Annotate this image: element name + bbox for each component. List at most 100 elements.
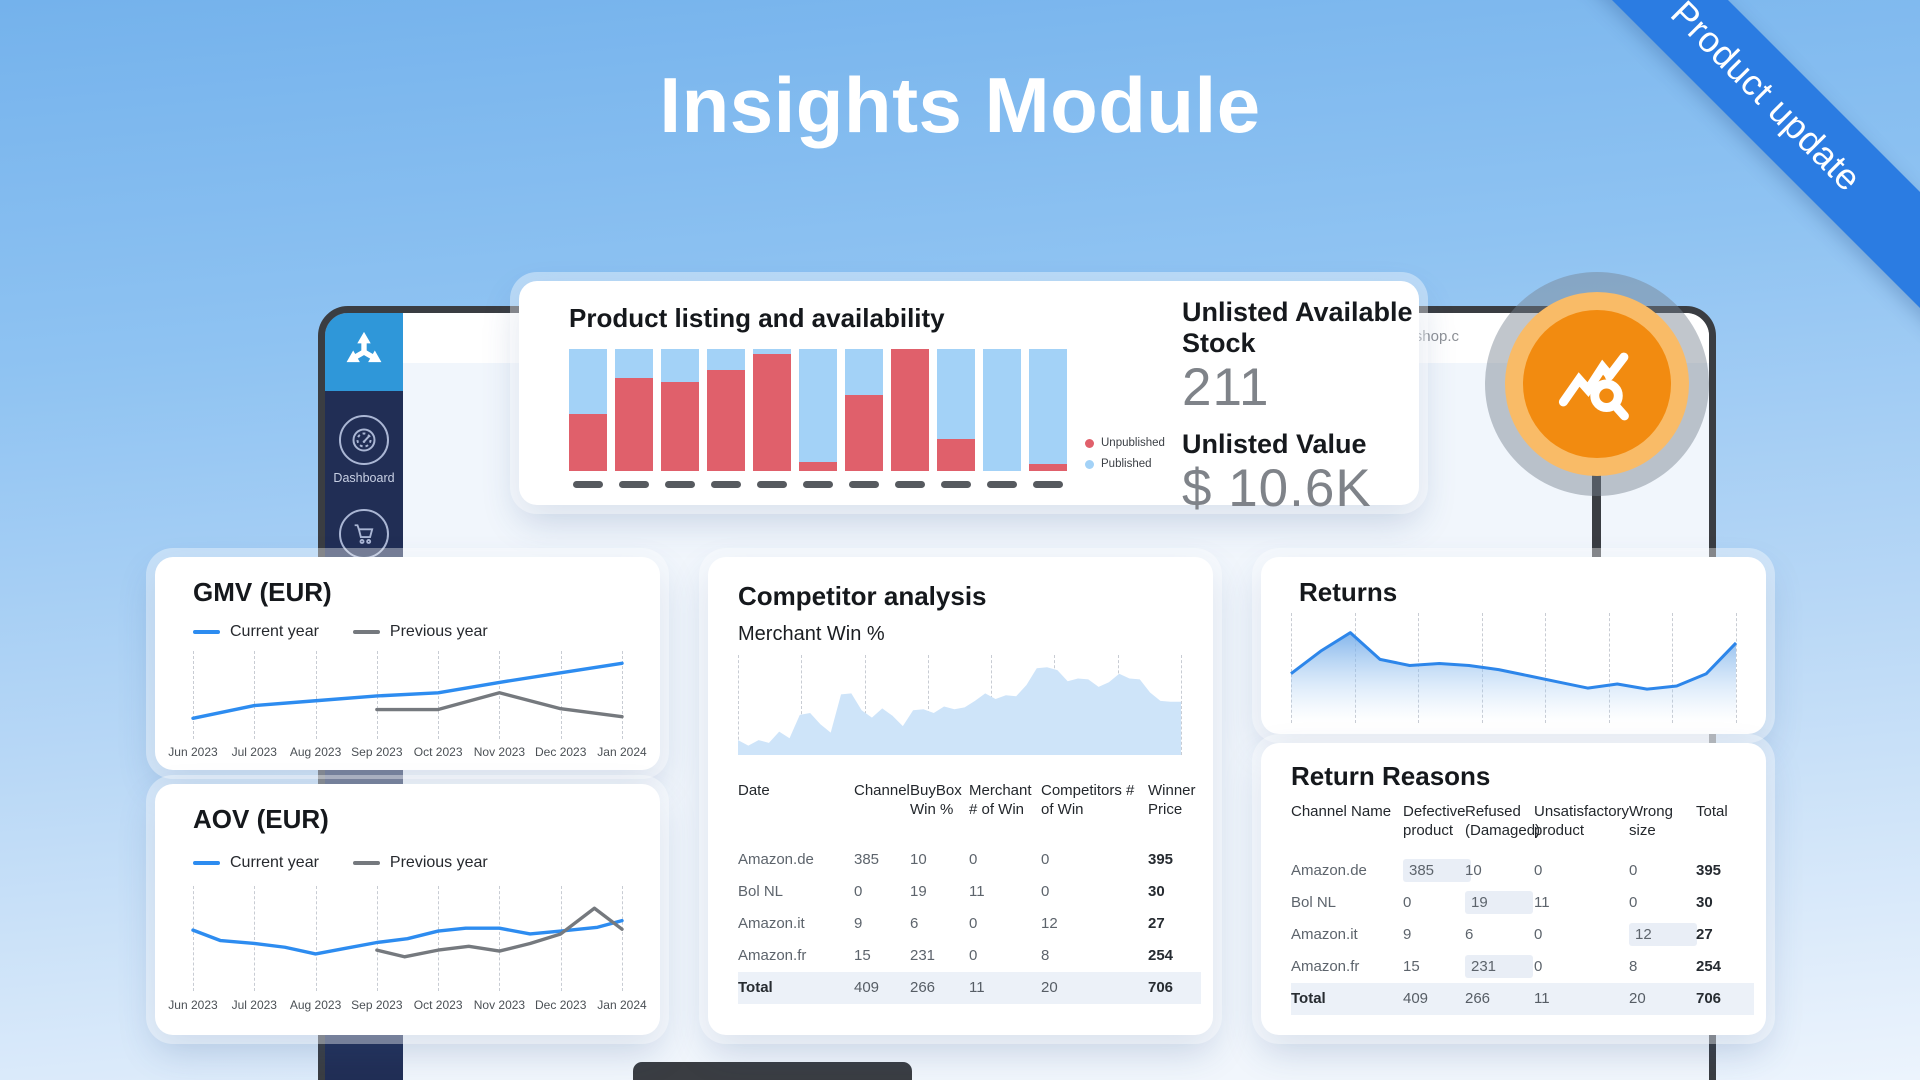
x-axis-label: Aug 2023	[289, 998, 342, 1012]
published-segment	[615, 349, 653, 379]
unpublished-segment	[891, 349, 929, 471]
column-header: Unsatisfactory product	[1534, 803, 1630, 839]
browser-frame-bottom-edge	[633, 1062, 912, 1080]
insights-badge	[1485, 272, 1709, 496]
stacked-bar	[983, 349, 1021, 488]
gridline	[1736, 613, 1737, 723]
gridline	[1672, 613, 1674, 723]
gridline	[438, 886, 440, 991]
unpublished-segment	[569, 413, 607, 471]
unpublished-segment	[661, 381, 699, 471]
bar-segments	[661, 349, 699, 471]
row-label: Bol NL	[1291, 894, 1337, 911]
total-value: 409	[1403, 982, 1465, 1015]
gridline	[376, 886, 378, 991]
gridline	[254, 651, 256, 739]
triangle-arrows-logo-icon	[346, 331, 382, 363]
legend-item: Unpublished	[1085, 437, 1165, 449]
gridline	[254, 886, 256, 991]
competitor-table: Date Channel BuyBox Win % Merchant # of Win…	[738, 782, 1201, 1004]
stacked-bar	[845, 349, 883, 488]
table-row: Amazon.it 9 6 0 12 27	[1291, 919, 1754, 951]
speedometer-icon	[339, 415, 389, 465]
legend-item: Published	[1085, 458, 1165, 470]
cell-value: 9	[854, 915, 863, 932]
x-axis-label: Nov 2023	[473, 998, 526, 1012]
x-axis-placeholder-dash	[573, 481, 603, 488]
x-axis-placeholder-dash	[849, 481, 879, 488]
legend-line-swatch	[193, 630, 220, 634]
line-series-previous-year	[377, 693, 622, 717]
cell-value: 0	[969, 851, 978, 868]
x-axis-placeholder-dash	[711, 481, 741, 488]
cell-value: 6	[1465, 926, 1474, 943]
chart-legend: Unpublished Published	[1085, 437, 1165, 479]
table-row: Amazon.de 385 10 0 0 395	[1291, 855, 1754, 887]
table-header-row: Channel Name Defective product Refused (Da…	[1291, 803, 1754, 855]
editable-cell[interactable]: 231	[1465, 955, 1533, 978]
cell-value: 385	[854, 851, 880, 868]
editable-cell[interactable]: 12	[1629, 923, 1697, 946]
row-label: Amazon.fr	[1291, 958, 1360, 975]
sidebar-item-dashboard[interactable]: Dashboard	[325, 415, 403, 485]
bar-segments	[891, 349, 929, 471]
cell-value: 30	[1148, 883, 1165, 900]
cell-value: 10	[1465, 862, 1482, 879]
cell-value: 12	[1041, 915, 1058, 932]
card-title: Product listing and availability	[569, 303, 945, 333]
card-title: Returns	[1299, 577, 1398, 607]
page-title: Insights Module	[659, 61, 1261, 149]
stacked-bar	[569, 349, 607, 488]
cell-value: 11	[1534, 894, 1550, 911]
chart-legend: Current year Previous year	[193, 623, 488, 641]
badge-core	[1523, 310, 1671, 458]
returns-area-chart	[1291, 613, 1737, 723]
x-axis-placeholder-dash	[665, 481, 695, 488]
legend-label: Current year	[230, 623, 319, 640]
x-axis-labels: Jun 2023 Jul 2023 Aug 2023 Sep 2023 Oct 2023…	[168, 745, 646, 761]
published-segment	[983, 349, 1021, 471]
stat-value: 211	[1182, 358, 1270, 417]
total-label: Total	[1291, 982, 1403, 1015]
table-total-row: Total 409 266 11 20 706	[1291, 982, 1754, 1015]
chart-legend: Current year Previous year	[193, 854, 488, 872]
cell-value: 0	[1041, 883, 1050, 900]
cell-value: 254	[1148, 947, 1174, 964]
cell-value: 0	[969, 947, 978, 964]
legend-label: Current year	[230, 854, 319, 871]
legend-label: Unpublished	[1101, 437, 1165, 449]
editable-cell[interactable]: 385	[1403, 859, 1471, 882]
unpublished-segment	[845, 395, 883, 471]
table-row: Amazon.fr 15 231 0 8 254	[1291, 951, 1754, 983]
stacked-bar-chart	[569, 349, 1067, 488]
unpublished-segment	[799, 462, 837, 471]
gridline	[927, 655, 929, 755]
gridline	[801, 655, 803, 755]
stat-value: $ 10.6K	[1182, 459, 1372, 519]
aov-card: AOV (EUR) Current year Previous year Jun …	[155, 784, 660, 1035]
cell-value: 8	[1041, 947, 1050, 964]
x-axis-labels: Jun 2023 Jul 2023 Aug 2023 Sep 2023 Oct 2023…	[168, 998, 646, 1014]
cell-value: 10	[910, 851, 927, 868]
bar-segments	[1029, 349, 1067, 471]
area-series	[738, 667, 1181, 755]
stats-panel: Unlisted Available Stock 211 Unlisted Valu…	[1182, 297, 1419, 517]
app-logo[interactable]	[325, 313, 403, 391]
stacked-bar	[1029, 349, 1067, 488]
badge-pointer-line	[1592, 455, 1601, 565]
x-axis-label: Jan 2024	[597, 998, 647, 1012]
legend-line-swatch	[352, 861, 380, 865]
cell-value: 0	[1041, 851, 1050, 868]
cell-value: 0	[1629, 894, 1638, 911]
competitor-table-wrap: Date Channel BuyBox Win % Merchant # of Win…	[738, 782, 1201, 1004]
x-axis-placeholder-dash	[619, 481, 649, 488]
bar-segments	[983, 349, 1021, 471]
cell-value: 12	[1629, 919, 1697, 951]
editable-cell[interactable]: 19	[1465, 891, 1533, 914]
returns-card: Returns	[1261, 557, 1766, 734]
column-header: BuyBox Win %	[910, 782, 962, 818]
row-label: Amazon.it	[738, 915, 805, 932]
x-axis-placeholder-dash	[803, 481, 833, 488]
gmv-card: GMV (EUR) Current year Previous year Jun …	[155, 557, 660, 770]
